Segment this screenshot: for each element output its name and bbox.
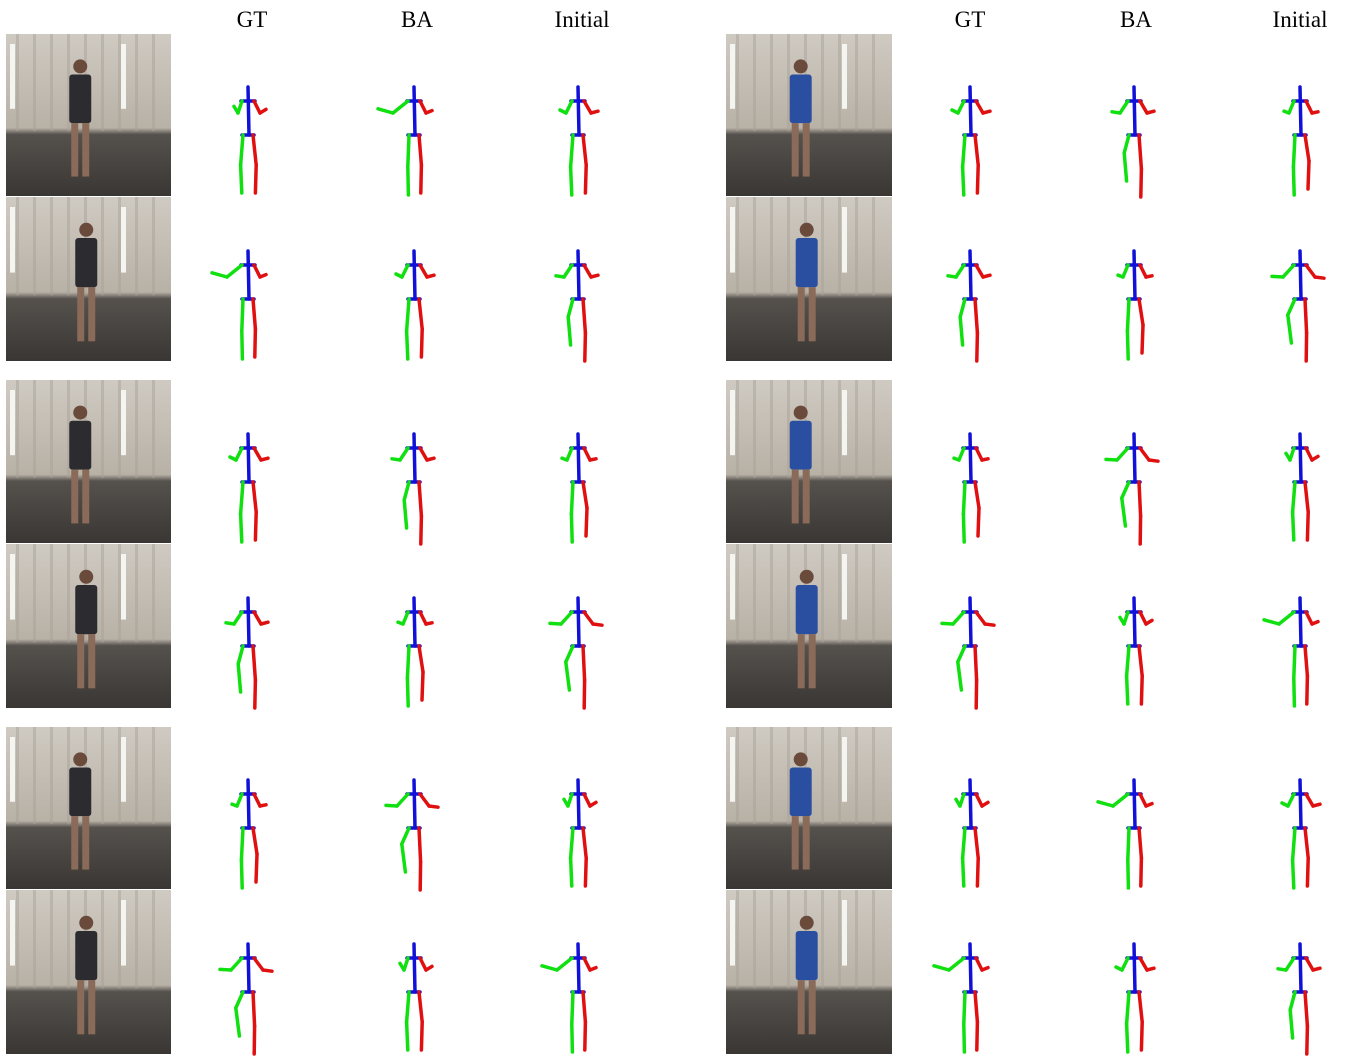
video-frame-photo (726, 890, 892, 1054)
pose-skeleton (930, 207, 1010, 367)
pose-skeleton (208, 207, 288, 367)
header-ba-left: BA (367, 6, 467, 34)
pose-skeleton (374, 736, 454, 896)
pose-skeleton (1260, 43, 1340, 203)
pose-skeleton (1260, 390, 1340, 550)
pose-skeleton (1094, 207, 1174, 367)
pose-skeleton (1260, 736, 1340, 896)
video-frame-photo (726, 197, 892, 361)
pose-skeleton (1094, 900, 1174, 1060)
pose-skeleton (538, 554, 618, 714)
video-frame-photo (726, 727, 892, 889)
pose-skeleton (1260, 554, 1340, 714)
pose-skeleton (208, 43, 288, 203)
pose-skeleton (1094, 43, 1174, 203)
pose-skeleton (930, 736, 1010, 896)
pose-skeleton (208, 736, 288, 896)
pose-skeleton (538, 390, 618, 550)
pose-skeleton (930, 900, 1010, 1060)
video-frame-photo (6, 34, 171, 196)
pose-skeleton (374, 900, 454, 1060)
header-ba-right: BA (1086, 6, 1186, 34)
video-frame-photo (6, 727, 171, 889)
header-initial-left: Initial (532, 6, 632, 34)
pose-skeleton (930, 554, 1010, 714)
pose-skeleton (208, 554, 288, 714)
video-frame-photo (726, 34, 892, 196)
pose-skeleton (930, 43, 1010, 203)
header-initial-right: Initial (1250, 6, 1349, 34)
pose-skeleton (538, 43, 618, 203)
video-frame-photo (6, 197, 171, 361)
pose-skeleton (374, 554, 454, 714)
video-frame-photo (6, 544, 171, 708)
pose-skeleton (930, 390, 1010, 550)
pose-skeleton (1260, 900, 1340, 1060)
pose-skeleton (538, 900, 618, 1060)
video-frame-photo (6, 380, 171, 543)
pose-skeleton (208, 390, 288, 550)
pose-skeleton (1094, 736, 1174, 896)
pose-skeleton (1260, 207, 1340, 367)
pose-skeleton (1094, 554, 1174, 714)
video-frame-photo (6, 890, 171, 1054)
pose-skeleton (1094, 390, 1174, 550)
pose-skeleton (208, 900, 288, 1060)
pose-skeleton (374, 207, 454, 367)
video-frame-photo (726, 544, 892, 708)
pose-skeleton (538, 736, 618, 896)
video-frame-photo (726, 380, 892, 543)
pose-skeleton (538, 207, 618, 367)
header-gt-left: GT (202, 6, 302, 34)
pose-skeleton (374, 390, 454, 550)
pose-skeleton (374, 43, 454, 203)
header-gt-right: GT (920, 6, 1020, 34)
